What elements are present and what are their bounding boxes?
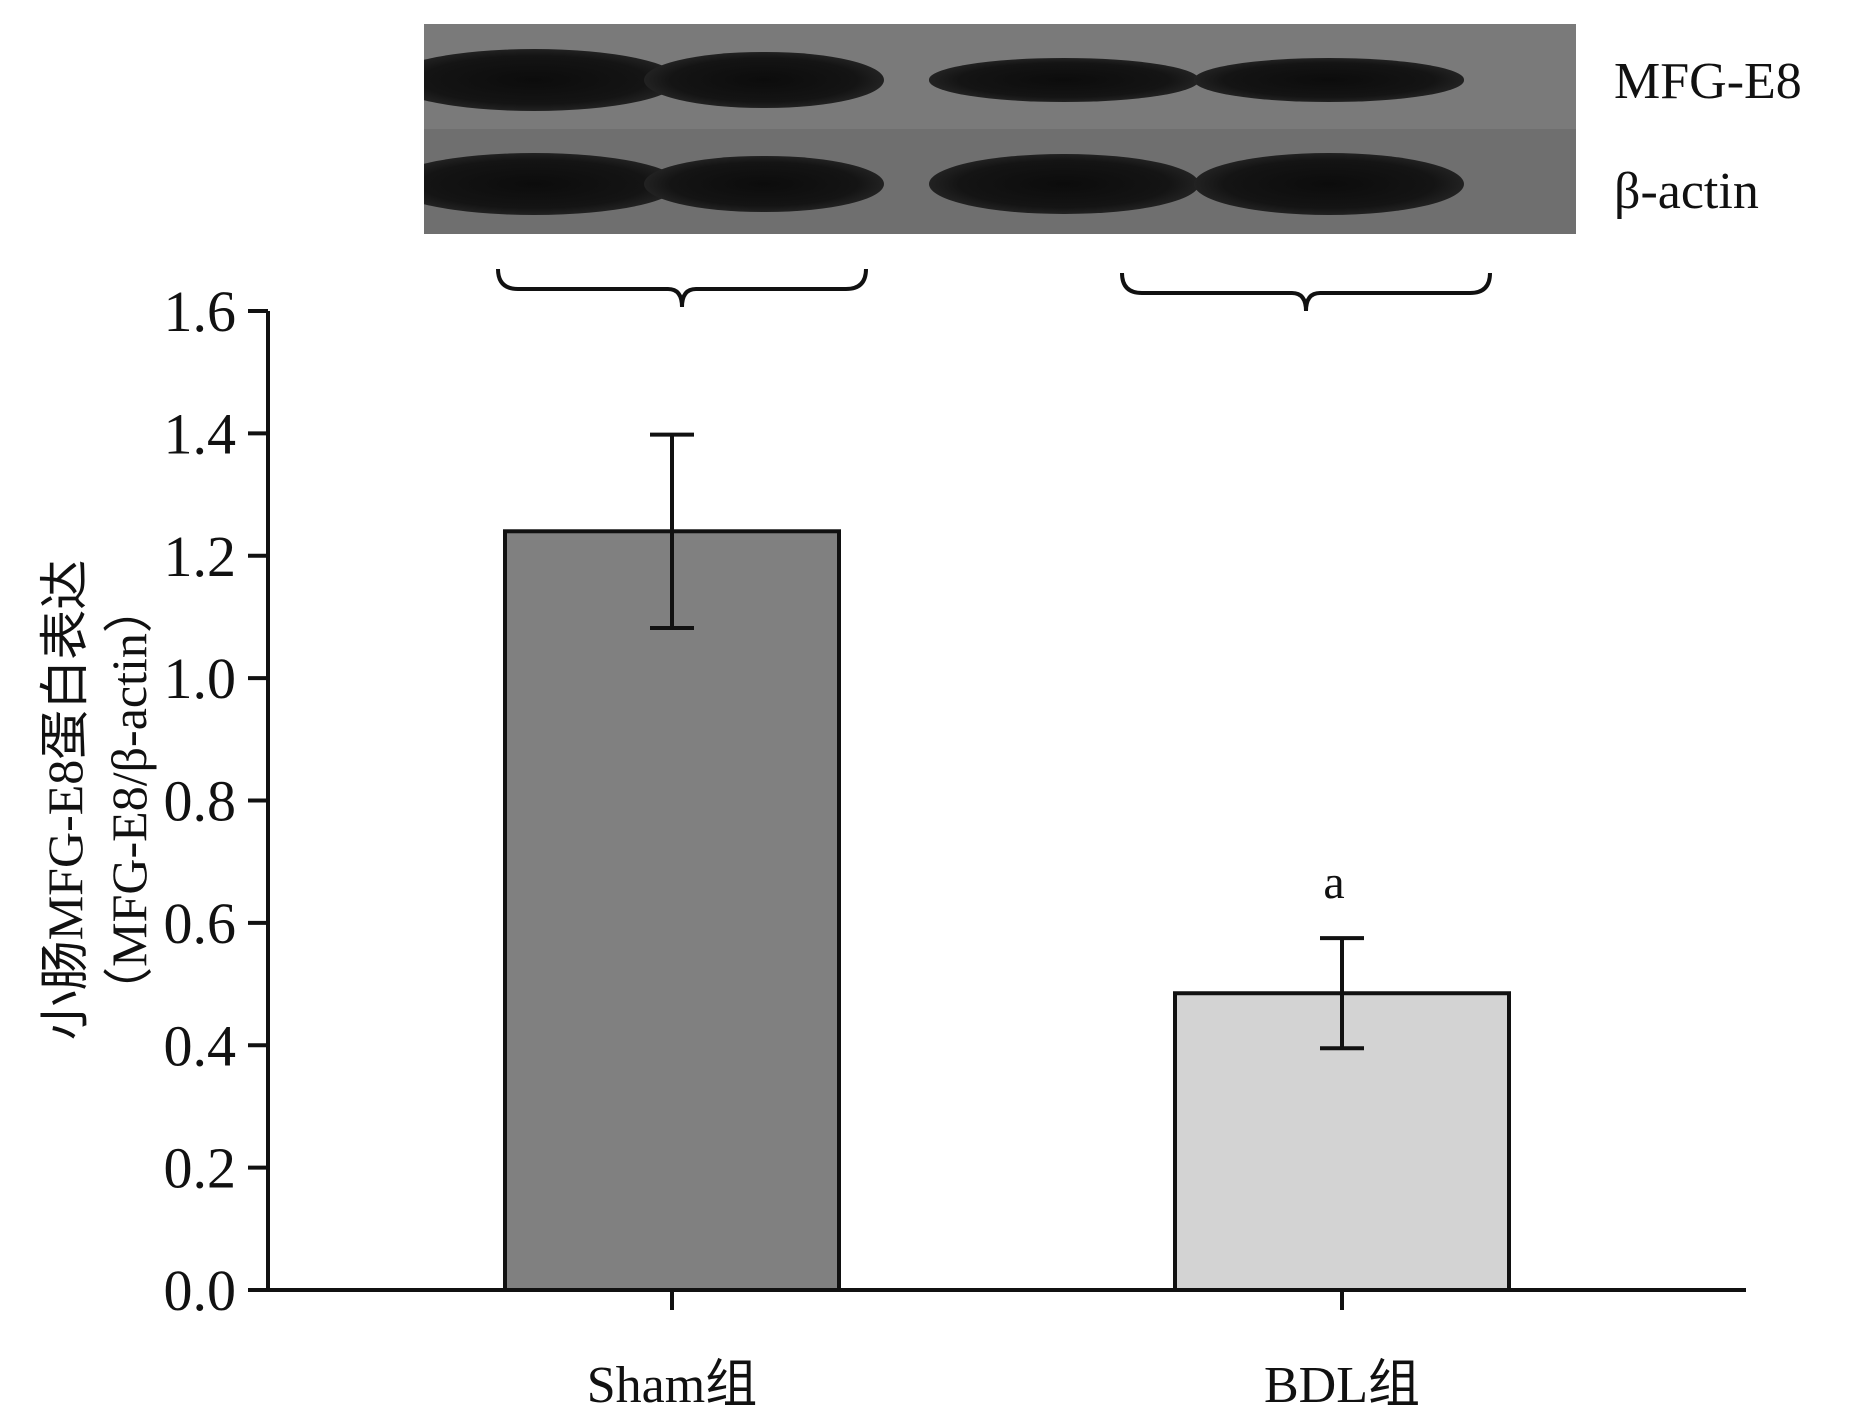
y-tick-label: 0.6: [164, 891, 237, 956]
bar-1: [503, 529, 841, 1292]
y-tick-label: 1.2: [164, 524, 237, 589]
lane-group-braces: [496, 268, 1492, 312]
blot-band-beta-actin-lane-2: [644, 155, 884, 213]
blot-band-beta-actin-lane-4: [1194, 152, 1464, 216]
y-tick-label: 0.8: [164, 769, 237, 834]
y-tick-label: 1.6: [164, 279, 237, 344]
y-tick-label: 0.4: [164, 1013, 237, 1078]
lane-group-brace-2: [1120, 272, 1492, 312]
x-category-label-1: Sham组: [587, 1357, 757, 1414]
y-tick-label: 0.2: [164, 1136, 237, 1201]
blot-band-mfg-e8-lane-2: [644, 51, 884, 109]
chart-bars: a: [503, 432, 1511, 1292]
blot-band-mfg-e8-lane-3: [929, 58, 1199, 102]
y-axis-label-line-2: （MFG-E8/β-actin）: [101, 583, 157, 1017]
significance-marker-2: a: [1323, 856, 1344, 909]
y-axis-label: 小肠MFG-E8蛋白表达 （MFG-E8/β-actin）: [37, 560, 157, 1041]
y-tick-label: 0.0: [164, 1258, 237, 1323]
blot-band-mfg-e8-lane-4: [1194, 58, 1464, 102]
blot-label-beta-actin: β-actin: [1614, 163, 1759, 220]
y-axis-label-line-1: 小肠MFG-E8蛋白表达: [37, 560, 93, 1041]
western-blot-image: [424, 24, 1576, 234]
lane-group-brace-1: [496, 268, 868, 308]
blot-band-mfg-e8-lane-1: [424, 49, 679, 111]
blot-band-beta-actin-lane-1: [424, 152, 679, 216]
y-tick-label: 1.4: [164, 401, 237, 466]
blot-label-mfg-e8: MFG-E8: [1614, 53, 1802, 110]
y-tick-label: 1.0: [164, 646, 237, 711]
x-category-label-2: BDL组: [1264, 1357, 1420, 1414]
blot-band-beta-actin-lane-3: [929, 153, 1199, 215]
